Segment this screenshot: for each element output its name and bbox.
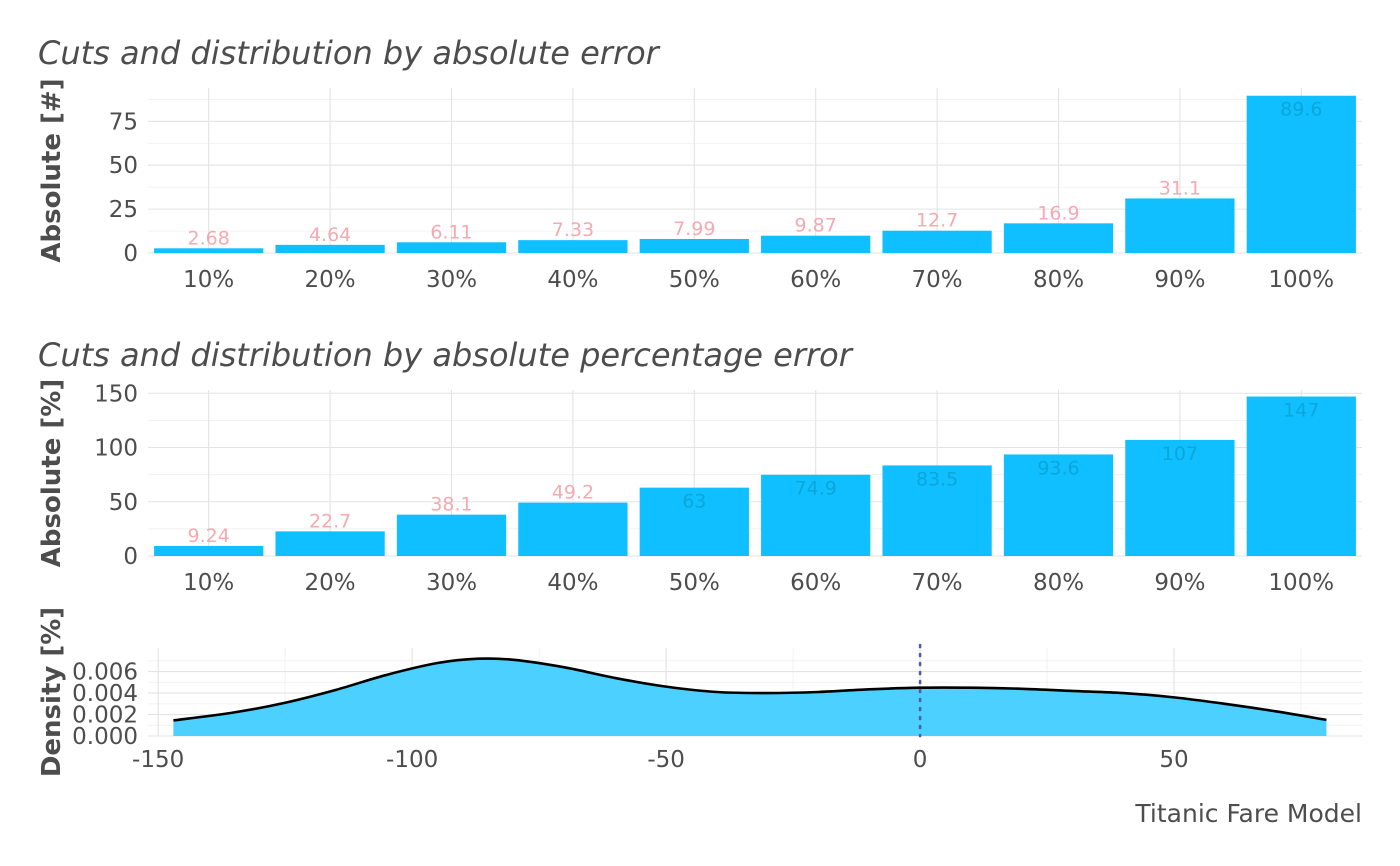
bar <box>275 244 385 253</box>
bar <box>1003 454 1114 556</box>
bar <box>154 248 264 253</box>
chart-title: Cuts and distribution by absolute error <box>38 34 661 72</box>
x-tick-label: 90% <box>1154 570 1205 596</box>
bar <box>275 531 385 556</box>
chart-title: Cuts and distribution by absolute percen… <box>38 336 854 374</box>
x-tick-label: 40% <box>547 267 598 293</box>
bar <box>761 474 871 556</box>
bar-value-label: 31.1 <box>1159 177 1201 199</box>
chart-caption: Titanic Fare Model <box>1134 799 1362 828</box>
x-tick-label: -50 <box>647 747 685 773</box>
bar-value-label: 7.33 <box>552 219 594 241</box>
y-tick-label: 50 <box>109 490 138 516</box>
x-tick-label: -100 <box>386 747 438 773</box>
y-axis-label: Density [%] <box>37 607 67 777</box>
x-tick-label: 60% <box>790 570 841 596</box>
y-tick-label: 100 <box>94 436 138 462</box>
x-tick-label: 10% <box>183 267 234 293</box>
absolute-percentage-error-panel: Cuts and distribution by absolute percen… <box>37 336 1362 596</box>
x-tick-label: 80% <box>1033 570 1084 596</box>
x-tick-label: 20% <box>305 570 356 596</box>
x-tick-label: 0 <box>913 747 928 773</box>
y-tick-label: 50 <box>109 153 138 179</box>
bar-value-label: 74.9 <box>795 478 837 500</box>
bar <box>396 514 507 556</box>
bar-value-label: 9.87 <box>795 215 837 237</box>
y-tick-label: 0.004 <box>72 681 138 707</box>
bar <box>1125 198 1235 253</box>
bar-value-label: 107 <box>1162 443 1198 465</box>
y-tick-label: 0.000 <box>72 724 138 750</box>
x-tick-label: 70% <box>912 267 963 293</box>
x-tick-label: 10% <box>183 570 234 596</box>
bar <box>1246 396 1356 556</box>
bar <box>1125 439 1235 556</box>
bar-value-label: 9.24 <box>188 525 230 547</box>
x-tick-label: 50 <box>1159 747 1188 773</box>
bar <box>882 465 992 556</box>
bar-value-label: 16.9 <box>1037 202 1079 224</box>
bar-value-label: 2.68 <box>188 227 230 249</box>
bar-value-label: 63 <box>682 491 706 513</box>
y-tick-label: 75 <box>109 109 138 135</box>
y-axis-label: Absolute [#] <box>37 78 67 262</box>
y-axis-label: Absolute [%] <box>37 379 67 567</box>
bar <box>518 240 628 253</box>
x-tick-label: 100% <box>1268 570 1334 596</box>
y-tick-label: 0 <box>123 241 138 267</box>
bar <box>761 235 871 253</box>
bar-value-label: 22.7 <box>309 510 351 532</box>
bar <box>1246 95 1356 253</box>
density-area <box>173 658 1327 736</box>
x-tick-label: 60% <box>790 267 841 293</box>
x-tick-label: 80% <box>1033 267 1084 293</box>
bar <box>154 545 264 556</box>
bar <box>639 238 749 253</box>
bar-value-label: 7.99 <box>673 218 715 240</box>
y-tick-label: 0.002 <box>72 703 138 729</box>
x-tick-label: 50% <box>669 267 720 293</box>
y-tick-label: 0.006 <box>72 660 138 686</box>
x-tick-label: 30% <box>426 267 477 293</box>
bar-value-label: 4.64 <box>309 224 351 246</box>
bar <box>882 230 992 253</box>
bar <box>518 502 628 556</box>
y-tick-label: 150 <box>94 381 138 407</box>
bar <box>396 242 507 253</box>
bar <box>639 487 749 556</box>
x-tick-label: 100% <box>1268 267 1334 293</box>
density-line <box>173 657 1327 722</box>
x-tick-label: 90% <box>1154 267 1205 293</box>
bar-value-label: 83.5 <box>916 468 958 490</box>
bar-value-label: 12.7 <box>916 210 958 232</box>
x-tick-label: 40% <box>547 570 598 596</box>
x-tick-label: -150 <box>132 747 184 773</box>
bar-value-label: 93.6 <box>1037 457 1079 479</box>
y-tick-label: 25 <box>109 197 138 223</box>
x-tick-label: 70% <box>912 570 963 596</box>
bar <box>1003 223 1114 253</box>
x-tick-label: 30% <box>426 570 477 596</box>
absolute-error-panel: Cuts and distribution by absolute error A… <box>37 34 1362 293</box>
x-tick-label: 50% <box>669 570 720 596</box>
bar-value-label: 89.6 <box>1280 99 1322 121</box>
bar-value-label: 147 <box>1283 400 1319 422</box>
bar-value-label: 6.11 <box>430 221 472 243</box>
bar-value-label: 38.1 <box>430 494 472 516</box>
x-tick-label: 20% <box>305 267 356 293</box>
y-tick-label: 0 <box>123 544 138 570</box>
bar-value-label: 49.2 <box>552 482 594 504</box>
